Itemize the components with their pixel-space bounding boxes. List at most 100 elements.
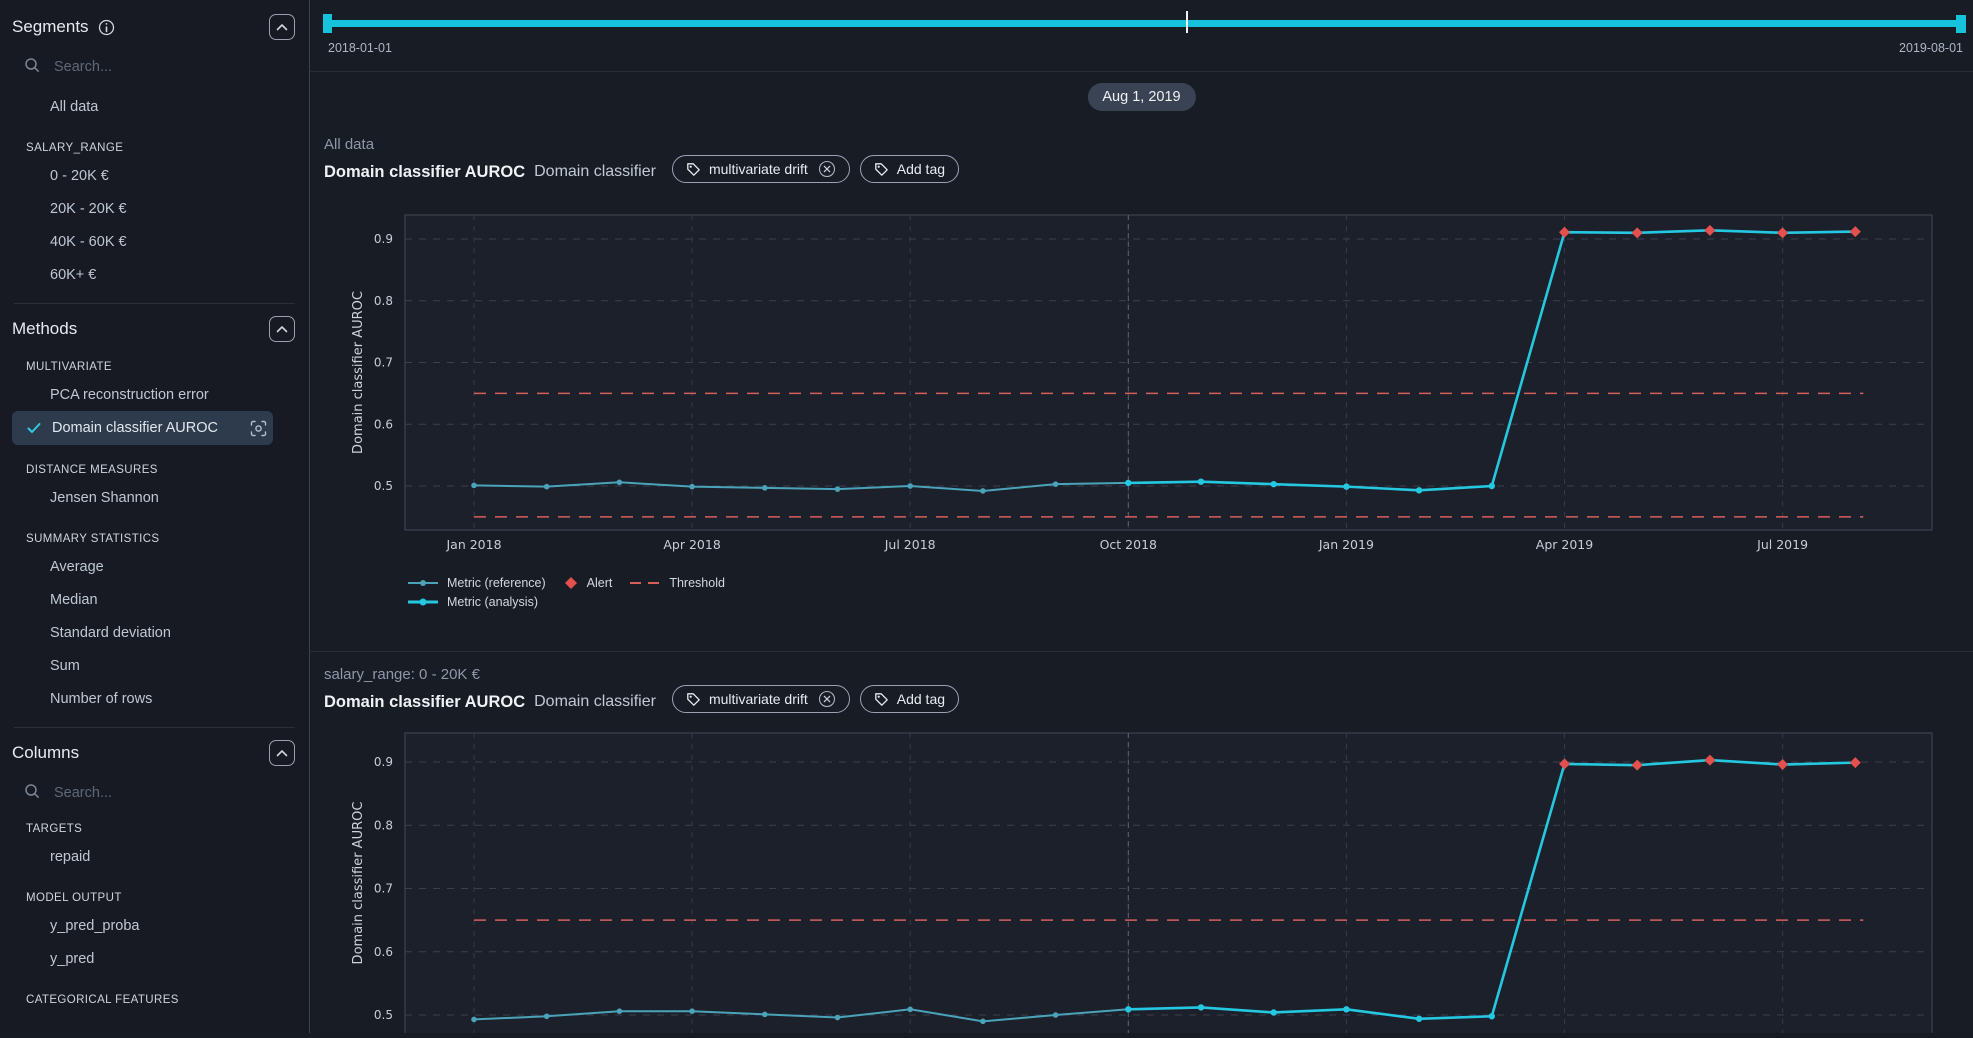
x-tick-label: Jul 2018 xyxy=(884,537,936,552)
segments-collapse-button[interactable] xyxy=(269,14,295,40)
sidebar-item[interactable]: Number of rows xyxy=(50,690,153,707)
sidebar-item[interactable]: Sum xyxy=(50,657,80,674)
timeline-position-marker[interactable] xyxy=(1186,11,1188,33)
check-icon xyxy=(27,423,41,433)
tag-pill[interactable]: multivariate drift xyxy=(671,155,850,183)
alert-marker xyxy=(1777,759,1789,771)
focus-icon[interactable] xyxy=(250,420,267,437)
alert-marker xyxy=(1559,758,1570,770)
sidebar-item[interactable]: repaid xyxy=(50,848,91,865)
chart-title: Domain classifier AUROC xyxy=(324,692,526,711)
y-tick-label: 0.7 xyxy=(374,356,393,370)
segments-section: Segments All data SALARY_RANGE 0 - 20K € 20… xyxy=(0,0,309,303)
reference-line-swatch xyxy=(408,580,438,586)
legend-label: Threshold xyxy=(669,576,725,590)
sidebar-group-label: DISTANCE MEASURES xyxy=(26,464,158,476)
data-point xyxy=(1270,1009,1277,1016)
sidebar-group-label: CATEGORICAL FEATURES xyxy=(26,994,179,1006)
tag-icon xyxy=(874,692,888,706)
data-point xyxy=(1415,487,1423,494)
tag-pill[interactable]: multivariate drift xyxy=(671,685,850,713)
data-point xyxy=(471,1016,477,1023)
sidebar-item[interactable]: y_pred_proba xyxy=(50,917,140,934)
legend-label: Metric (analysis) xyxy=(447,595,538,609)
legend-item-threshold[interactable]: Threshold xyxy=(630,576,725,590)
data-point xyxy=(1488,482,1496,490)
columns-search-input[interactable] xyxy=(52,784,242,802)
data-point xyxy=(762,1011,768,1018)
sidebar-item[interactable]: Median xyxy=(50,591,98,608)
data-point xyxy=(980,1018,986,1025)
legend-item-alert[interactable]: Alert xyxy=(564,576,613,590)
remove-tag-button[interactable] xyxy=(818,160,836,178)
alert-marker xyxy=(1559,226,1570,238)
timeline-end-label: 2019-08-01 xyxy=(1899,41,1963,55)
divider xyxy=(14,727,295,728)
tag-icon xyxy=(687,162,700,176)
legend-label: Metric (reference) xyxy=(447,576,546,590)
sidebar-item[interactable]: 60K+ € xyxy=(50,266,97,283)
selected-date-badge: Aug 1, 2019 xyxy=(1087,83,1196,111)
methods-collapse-button[interactable] xyxy=(269,316,295,342)
x-tick-label: Jul 2019 xyxy=(1756,537,1808,552)
remove-tag-button[interactable] xyxy=(818,690,836,708)
data-point xyxy=(1270,480,1277,488)
sidebar-item[interactable]: Standard deviation xyxy=(50,624,171,641)
sidebar-item[interactable]: 0 - 20K € xyxy=(50,167,109,184)
columns-section: Columns TARGETS repaid MODEL OUTPUT y_pred_… xyxy=(0,728,309,1023)
alert-marker xyxy=(1631,759,1643,771)
sidebar-item[interactable]: y_pred xyxy=(50,950,95,967)
tag-icon xyxy=(687,692,700,706)
sidebar-item[interactable]: Domain classifier AUROC xyxy=(12,411,273,445)
plot-area[interactable] xyxy=(404,732,1933,1038)
sidebar-group-label: MODEL OUTPUT xyxy=(26,892,122,904)
data-point xyxy=(689,1008,695,1015)
alert-marker xyxy=(1704,754,1716,766)
x-tick-label: Apr 2019 xyxy=(1536,537,1593,552)
data-point xyxy=(907,483,913,489)
timeline-handle-left[interactable] xyxy=(323,14,332,33)
y-tick-label: 0.5 xyxy=(374,479,393,493)
add-tag-pill[interactable]: Add tag xyxy=(859,685,960,713)
sidebar-item[interactable]: Average xyxy=(50,558,104,575)
x-tick-label: Oct 2018 xyxy=(1100,537,1157,552)
legend-item-analysis[interactable]: Metric (analysis) xyxy=(408,595,538,609)
analysis-line-swatch xyxy=(408,598,438,606)
sidebar-item[interactable]: 40K - 60K € xyxy=(50,233,127,250)
data-point xyxy=(907,1006,913,1013)
reference-line xyxy=(473,1008,1129,1023)
search-icon xyxy=(24,57,40,78)
sidebar-group-label: SUMMARY STATISTICS xyxy=(26,533,160,545)
sidebar-item[interactable]: All data xyxy=(50,98,99,115)
data-point xyxy=(543,483,550,490)
chart-legend: Metric (reference) Alert Threshold Metri… xyxy=(408,576,725,614)
timeline-handle-right[interactable] xyxy=(1956,15,1966,33)
sidebar-item[interactable]: PCA reconstruction error xyxy=(50,386,209,403)
x-tick-label: Jan 2019 xyxy=(1318,537,1374,552)
data-point xyxy=(1052,1012,1059,1018)
legend-label: Alert xyxy=(586,576,613,590)
metric-chart-all-data: 0.5 0.6 0.7 0.8 0.9 Jan 2018 Apr 2018 Jul 2018 O… xyxy=(310,200,1973,565)
divider xyxy=(14,303,295,304)
main-area: 2018-01-01 2019-08-01 Aug 1, 2019 All da… xyxy=(310,0,1973,1038)
sidebar-item[interactable]: 20K - 20K € xyxy=(50,200,127,217)
add-tag-pill[interactable]: Add tag xyxy=(859,155,960,183)
data-point xyxy=(1197,478,1205,485)
alert-swatch xyxy=(564,577,577,589)
timeline-bar[interactable] xyxy=(328,20,1963,27)
threshold-swatch xyxy=(630,582,660,584)
data-point xyxy=(616,1008,623,1015)
data-point xyxy=(1052,481,1059,487)
reference-line xyxy=(473,481,1129,492)
sidebar-item[interactable]: Jensen Shannon xyxy=(50,489,159,506)
columns-collapse-button[interactable] xyxy=(269,740,295,766)
info-icon[interactable] xyxy=(98,19,115,36)
legend-item-reference[interactable]: Metric (reference) xyxy=(408,576,546,590)
tag-icon xyxy=(874,162,888,176)
alert-marker xyxy=(1777,227,1789,239)
data-point xyxy=(471,482,477,489)
y-tick-label: 0.6 xyxy=(374,945,393,959)
plot-area[interactable] xyxy=(404,214,1933,531)
segments-search-input[interactable] xyxy=(52,58,242,76)
